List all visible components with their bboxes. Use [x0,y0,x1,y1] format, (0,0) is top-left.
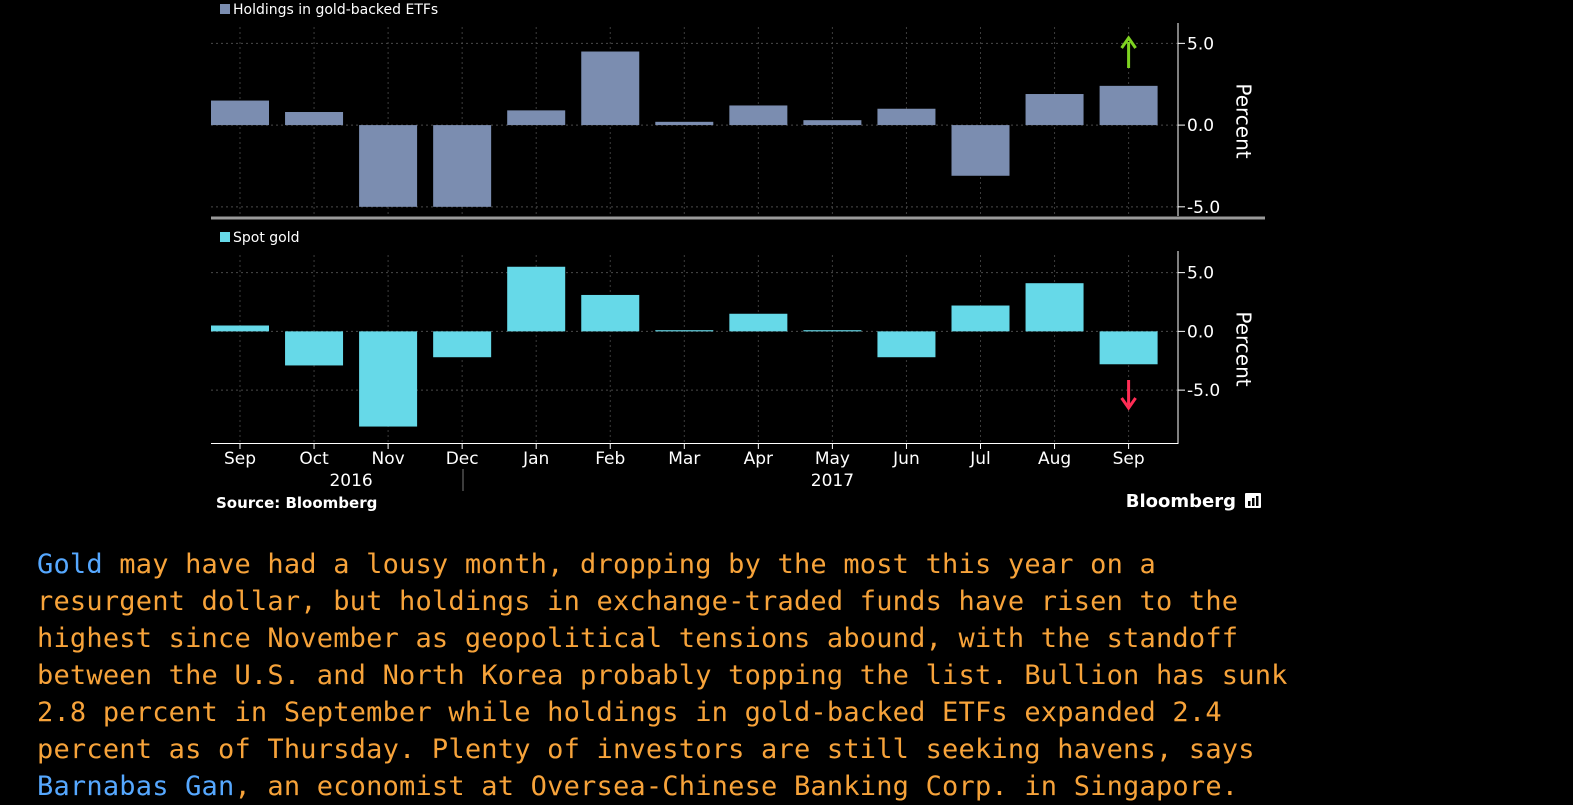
y-axis-title: Percent [1232,311,1256,386]
article-text-4: between the U.S. and North Korea probabl… [37,660,1288,691]
bar [1099,331,1158,365]
bar [729,313,788,332]
bar [507,266,566,332]
up-arrow-icon-head [1120,35,1137,49]
bar [433,125,492,207]
article-text-5: 2.8 percent in September while holdings … [37,697,1222,728]
x-tick-label: Apr [744,449,773,469]
x-tick-label: Sep [1113,449,1145,469]
bar [655,121,714,126]
article-paragraph: Gold may have had a lousy month, droppin… [37,546,1477,805]
x-tick-label: Aug [1038,449,1071,469]
x-tick-label: Jan [522,449,549,469]
down-arrow-icon-head [1120,397,1137,411]
bar [803,120,862,126]
bar [581,51,640,126]
source-label: Source: Bloomberg [216,494,377,512]
y-axis-title: Percent [1232,83,1256,158]
bloomberg-logo: Bloomberg [1126,491,1236,512]
bar [211,100,269,126]
bar [951,125,1010,176]
x-tick-label: Feb [595,449,625,469]
x-tick-label: Sep [224,449,256,469]
bar [285,331,344,366]
bar [359,331,418,427]
article-text-2: resurgent dollar, but holdings in exchan… [37,586,1239,617]
bar [877,331,936,358]
bloomberg-logo-icon [1245,493,1261,508]
article-text-3: highest since November as geopolitical t… [37,623,1239,654]
x-tick-label: Dec [446,449,479,469]
x-tick-label: Mar [668,449,700,469]
article-text-7: , an economist at Oversea-Chinese Bankin… [234,771,1239,802]
etf-holdings-panel: 5.0 0.0 -5.0 Percent Holdings in gold-backed… [211,2,1256,218]
bar [803,330,862,332]
y-tick-label: 0.0 [1187,322,1214,342]
year-label: 2016 [329,471,372,491]
bar [655,330,714,332]
bar [507,110,566,126]
y-tick-label: 5.0 [1187,264,1214,284]
bar [581,294,640,332]
x-tick-label: Nov [372,449,405,469]
legend-label: Spot gold [233,230,300,246]
x-tick-label: Jun [892,449,920,469]
x-tick-label: Oct [299,449,329,469]
y-tick-label: 0.0 [1187,116,1214,136]
x-axis: Sep Oct Nov Dec Jan Feb Mar Apr May Jun Jul Aug Sep 2… [211,443,1178,491]
gold-link[interactable]: Gold [37,549,103,580]
legend-label: Holdings in gold-backed ETFs [233,2,438,18]
x-tick-label: Jul [969,449,991,469]
legend-swatch [220,4,230,14]
bar [285,112,344,126]
article-text-1: may have had a lousy month, dropping by … [102,549,1156,580]
y-tick-label: -5.0 [1187,198,1220,218]
bar [1025,94,1084,126]
y-tick-label: -5.0 [1187,381,1220,401]
x-tick-label: May [815,449,850,469]
bar [359,125,418,207]
bar [877,108,936,126]
spot-gold-panel: 5.0 0.0 -5.0 Percent Spot gold [211,230,1256,444]
bar [1099,85,1158,126]
bar [433,331,492,358]
bar [951,305,1010,332]
y-tick-label: 5.0 [1187,34,1214,54]
bar [211,325,269,332]
barnabas-gan-link[interactable]: Barnabas Gan [37,771,235,802]
bar [1025,283,1084,332]
legend-swatch [220,232,230,242]
year-label: 2017 [811,471,854,491]
article-text-6: percent as of Thursday. Plenty of invest… [37,734,1255,765]
bar [729,105,788,126]
chart-area: 5.0 0.0 -5.0 Percent Holdings in gold-backed… [211,2,1265,512]
